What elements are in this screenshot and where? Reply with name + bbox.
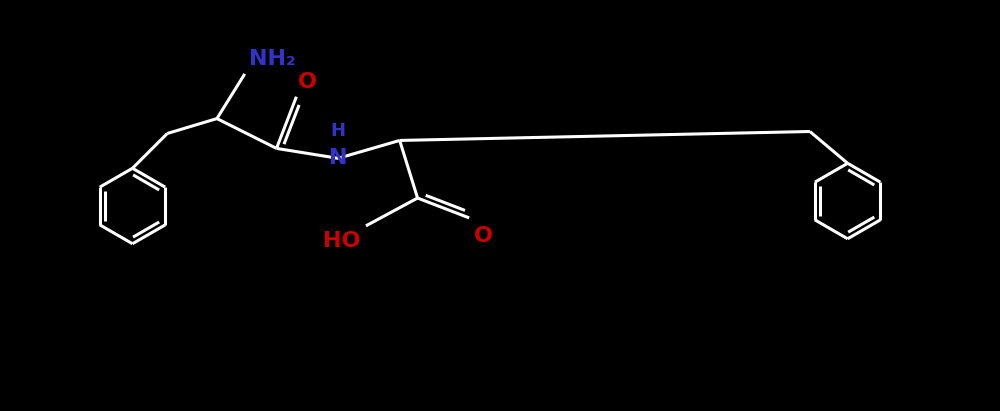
- Text: NH₂: NH₂: [249, 49, 295, 69]
- Text: O: O: [298, 72, 317, 92]
- Text: HO: HO: [323, 231, 361, 251]
- Text: N: N: [329, 148, 347, 169]
- Text: O: O: [474, 226, 493, 246]
- Text: H: H: [331, 122, 346, 141]
